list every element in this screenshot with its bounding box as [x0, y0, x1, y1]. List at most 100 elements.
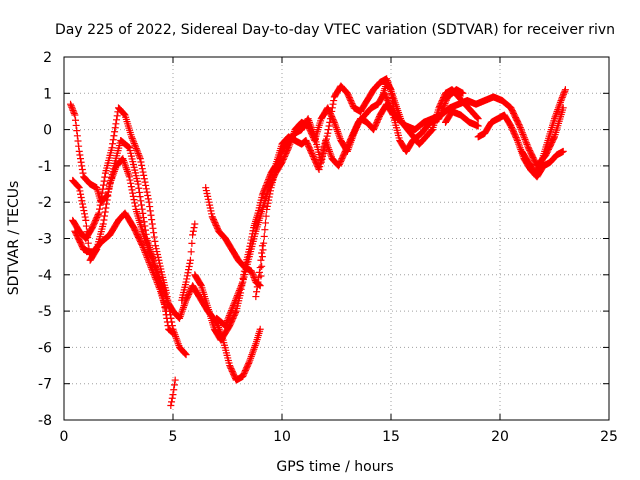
data-point [72, 116, 80, 124]
data-point [148, 265, 156, 273]
data-point [189, 231, 197, 239]
data-point [168, 394, 176, 402]
data-point [261, 226, 269, 234]
data-point [99, 181, 107, 189]
data-point [223, 318, 231, 326]
data-point [513, 135, 521, 143]
data-point [522, 137, 530, 145]
data-point [516, 124, 524, 132]
data-point [153, 279, 161, 287]
data-point [110, 132, 118, 140]
data-point [138, 161, 146, 169]
data-point [129, 136, 137, 144]
data-point [186, 259, 194, 267]
data-point [521, 135, 529, 143]
data-point [141, 222, 149, 230]
data-point [146, 207, 154, 215]
data-point [138, 242, 146, 250]
data-point [253, 283, 261, 291]
data-point [84, 233, 92, 241]
data-point [96, 205, 104, 213]
data-point [74, 182, 82, 190]
data-point [255, 268, 263, 276]
x-tick-label: 25 [600, 429, 618, 445]
data-point [75, 147, 83, 155]
data-point [136, 153, 144, 161]
data-point [68, 103, 76, 111]
data-point [142, 185, 150, 193]
data-point [252, 293, 260, 301]
data-point [181, 350, 189, 358]
data-point [245, 359, 253, 367]
data-point [259, 246, 267, 254]
data-point [325, 122, 333, 130]
data-point [144, 191, 152, 199]
data-point [265, 196, 273, 204]
data-point [128, 135, 136, 143]
data-point [147, 262, 155, 270]
data-point [233, 293, 241, 301]
data-point [442, 96, 450, 104]
data-point [231, 296, 239, 304]
y-tick-label: -2 [38, 195, 52, 211]
data-point [185, 263, 193, 271]
data-point [228, 305, 236, 313]
data-point [132, 145, 140, 153]
data-point [258, 249, 266, 257]
data-point [251, 275, 259, 283]
data-point [144, 255, 152, 263]
data-point [135, 151, 143, 159]
data-point [163, 293, 171, 301]
data-point [141, 248, 149, 256]
data-point [537, 159, 545, 167]
data-point [248, 269, 256, 277]
data-point [224, 315, 232, 323]
data-point [191, 220, 199, 228]
data-point [329, 100, 337, 108]
data-point [155, 282, 163, 290]
data-point [105, 184, 113, 192]
data-point [74, 137, 82, 145]
data-point [138, 240, 146, 248]
data-point [130, 138, 138, 146]
data-point [559, 92, 567, 100]
data-point [229, 302, 237, 310]
data-point [256, 325, 264, 333]
series-track-14 [378, 78, 399, 123]
data-point [187, 248, 195, 256]
data-point [234, 290, 242, 298]
data-point [183, 272, 191, 280]
data-point [560, 89, 568, 97]
y-tick-label: -7 [38, 377, 52, 393]
data-point [145, 198, 153, 206]
data-point [134, 148, 142, 156]
data-point [77, 158, 85, 166]
data-point [144, 195, 152, 203]
data-point [69, 106, 77, 114]
data-point [524, 142, 532, 150]
data-point [164, 322, 172, 330]
data-point [126, 176, 134, 184]
data-point [441, 100, 449, 108]
data-point [151, 274, 159, 282]
data-point [101, 208, 109, 216]
x-tick-label: 0 [60, 429, 69, 445]
data-point [247, 267, 255, 275]
data-point [101, 173, 109, 181]
data-point [111, 124, 119, 132]
data-point [103, 196, 111, 204]
series-track-4 [71, 209, 170, 315]
data-point [137, 158, 145, 166]
data-point [151, 272, 159, 280]
data-point [131, 199, 139, 207]
data-point [153, 277, 161, 285]
y-tick-label: -4 [38, 268, 52, 284]
data-point [131, 141, 139, 149]
data-point [184, 269, 192, 277]
data-point [442, 98, 450, 106]
data-point [520, 134, 528, 142]
data-point [140, 171, 148, 179]
data-point [130, 140, 138, 148]
data-point [142, 250, 150, 258]
data-point [389, 98, 397, 106]
